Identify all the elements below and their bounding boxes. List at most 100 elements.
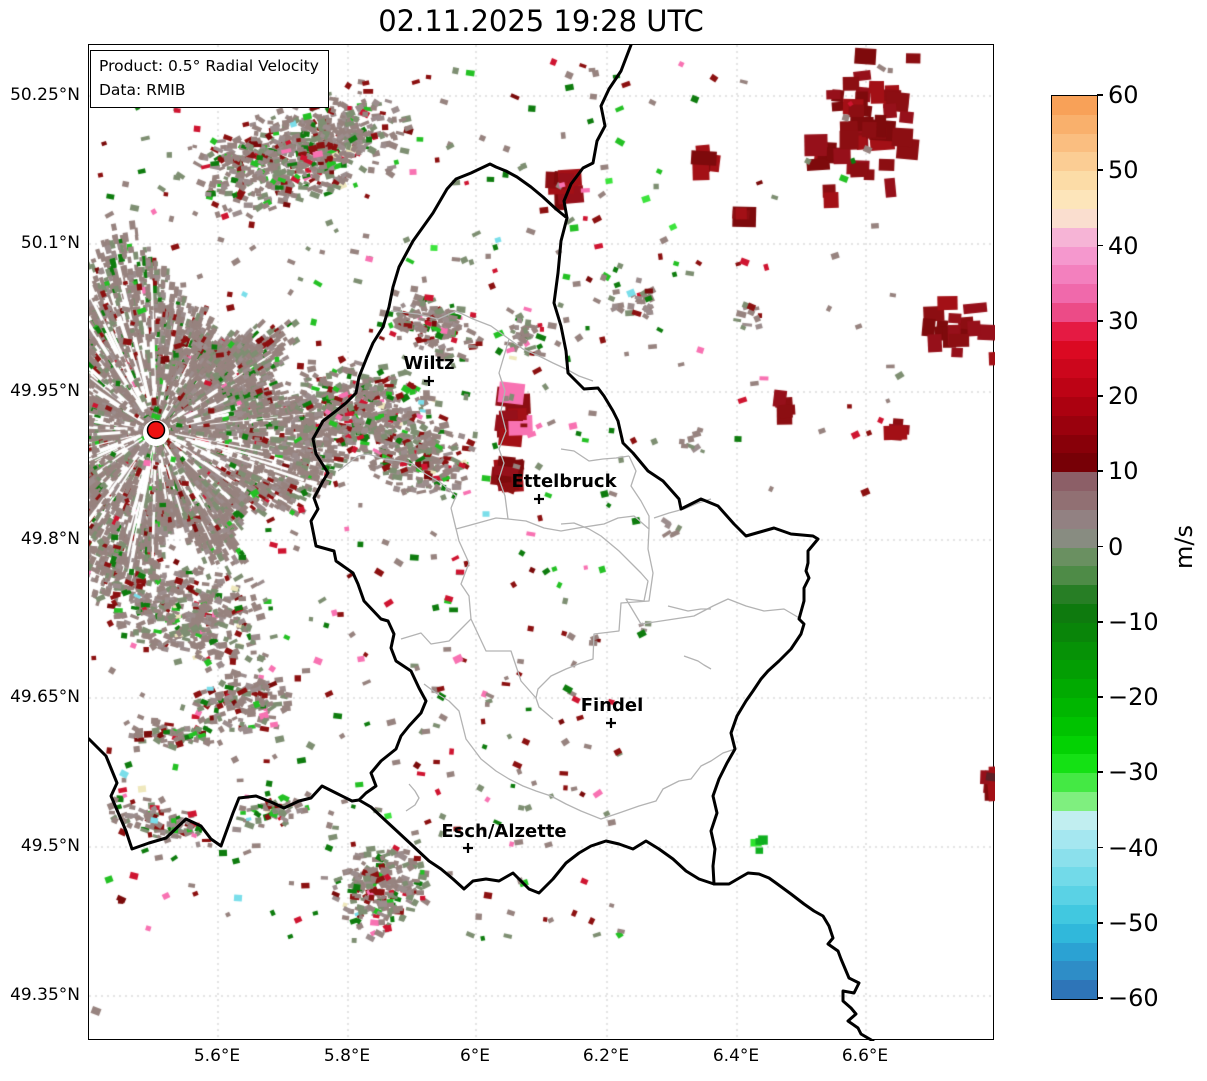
colorbar-tick-label: 0	[1108, 532, 1124, 561]
x-tick-label: 5.6°E	[193, 1046, 241, 1066]
radar-site-marker	[146, 420, 166, 440]
colorbar-band	[1052, 509, 1097, 529]
colorbar-tick-label: −10	[1108, 607, 1159, 636]
colorbar-band	[1052, 679, 1097, 698]
colorbar-unit-label: m/s	[1170, 524, 1198, 569]
colorbar-band	[1052, 434, 1097, 454]
x-tick-label: 6.4°E	[712, 1046, 760, 1066]
colorbar-band	[1052, 980, 1097, 999]
region-border	[450, 507, 654, 699]
region-border	[560, 448, 630, 462]
colorbar-tickmark	[1097, 921, 1103, 924]
colorbar-band	[1052, 942, 1097, 962]
colorbar-tick-label: 30	[1108, 306, 1139, 335]
y-tick-label: 49.5°N	[20, 836, 80, 856]
colorbar-tick-label: 20	[1108, 382, 1139, 410]
city-label: Ettelbruck	[511, 471, 617, 492]
colorbar-band	[1052, 340, 1097, 360]
region-border	[683, 655, 712, 670]
colorbar	[1051, 95, 1098, 1000]
country-border	[562, 45, 633, 220]
colorbar-tickmark	[1097, 696, 1103, 698]
colorbar-tick-label: −50	[1108, 908, 1159, 937]
city-marker	[606, 718, 616, 728]
colorbar-band	[1052, 848, 1097, 868]
radar-echo-canvas	[89, 45, 995, 1041]
colorbar-band	[1052, 904, 1097, 924]
colorbar-band	[1052, 810, 1097, 830]
x-tick-label: 6.6°E	[841, 1046, 889, 1066]
colorbar-band	[1052, 114, 1097, 134]
colorbar-tickmark	[1097, 846, 1103, 849]
region-border	[423, 683, 736, 820]
colorbar-tickmark	[1097, 169, 1103, 172]
colorbar-band	[1052, 246, 1097, 266]
colorbar-band	[1052, 886, 1097, 905]
colorbar-tickmark	[1097, 771, 1103, 774]
colorbar-band	[1052, 152, 1097, 172]
colorbar-band	[1052, 867, 1097, 887]
product-info-box: Product: 0.5° Radial Velocity Data: RMIB	[90, 50, 329, 109]
colorbar-band	[1052, 321, 1097, 341]
country-border	[712, 871, 875, 1041]
colorbar-band	[1052, 265, 1097, 285]
colorbar-band	[1052, 566, 1097, 586]
colorbar-tickmark	[1097, 620, 1103, 623]
colorbar-band	[1052, 923, 1097, 943]
y-tick-label: 49.65°N	[10, 687, 80, 707]
colorbar-band	[1052, 453, 1097, 473]
colorbar-band	[1052, 641, 1097, 661]
colorbar-band	[1052, 528, 1097, 548]
city-label: Esch/Alzette	[441, 821, 566, 842]
colorbar-band	[1052, 227, 1097, 247]
colorbar-band	[1052, 660, 1097, 680]
region-border	[405, 783, 420, 812]
colorbar-tickmark	[1097, 94, 1103, 96]
colorbar-tick-label: 50	[1108, 156, 1139, 185]
product-label: Product: 0.5° Radial Velocity	[99, 57, 319, 75]
y-tick-label: 49.8°N	[20, 529, 80, 549]
colorbar-tick-label: 40	[1108, 231, 1139, 260]
colorbar-band	[1052, 547, 1097, 567]
colorbar-band	[1052, 284, 1097, 303]
colorbar-band	[1052, 208, 1097, 228]
colorbar-band	[1052, 961, 1097, 981]
colorbar-band	[1052, 472, 1097, 492]
colorbar-band	[1052, 829, 1097, 849]
city-marker	[424, 376, 434, 386]
colorbar-tick-label: −20	[1108, 683, 1159, 711]
colorbar-tick-label: 10	[1108, 457, 1139, 486]
colorbar-tickmark	[1097, 545, 1103, 548]
colorbar-tickmark	[1097, 244, 1103, 247]
colorbar-band	[1052, 603, 1097, 623]
map-overlay: Wiltz Ettelbruck Findel Esch/Alzette	[89, 45, 875, 1041]
country-border	[309, 162, 820, 895]
x-tick-label: 5.8°E	[323, 1046, 371, 1066]
region-border	[535, 697, 554, 720]
colorbar-band	[1052, 792, 1097, 811]
colorbar-band	[1052, 415, 1097, 435]
region-border	[400, 618, 472, 645]
colorbar-tick-label: −40	[1108, 833, 1159, 862]
colorbar-band	[1052, 754, 1097, 774]
city-label: Findel	[581, 695, 644, 716]
colorbar-band	[1052, 698, 1097, 717]
colorbar-band	[1052, 716, 1097, 736]
colorbar-tickmark	[1097, 395, 1103, 397]
x-tick-label: 6.2°E	[582, 1046, 630, 1066]
colorbar-band	[1052, 359, 1097, 379]
city-marker	[463, 843, 473, 853]
country-border	[89, 737, 361, 851]
colorbar-band	[1052, 302, 1097, 322]
colorbar-band	[1052, 190, 1097, 209]
region-border	[667, 605, 711, 612]
colorbar-tickmark	[1097, 997, 1103, 999]
colorbar-band	[1052, 378, 1097, 397]
region-border	[498, 338, 510, 520]
colorbar-tick-label: 60	[1108, 81, 1139, 109]
colorbar-band	[1052, 622, 1097, 642]
region-border	[337, 453, 457, 509]
y-tick-label: 49.95°N	[10, 381, 80, 401]
city-marker	[534, 494, 544, 504]
